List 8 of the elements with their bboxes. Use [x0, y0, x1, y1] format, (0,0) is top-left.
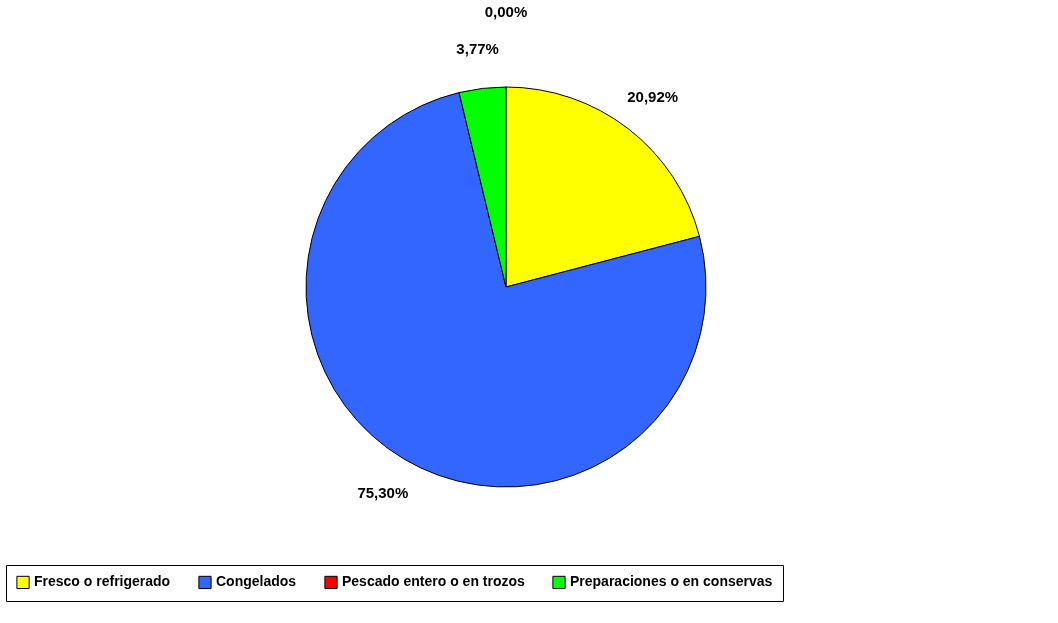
legend-label: Preparaciones o en conservas: [570, 573, 773, 590]
text: 0,00%: [484, 3, 528, 20]
legend-label: Fresco o refrigerado: [34, 573, 171, 590]
legend-label: Congelados: [216, 573, 297, 590]
data-label: 75,30%: [357, 483, 409, 501]
data-label: 3,77%: [456, 39, 499, 57]
legend-label: Pescado entero o en trozos: [342, 573, 526, 590]
data-label: 20,92%: [627, 88, 679, 105]
